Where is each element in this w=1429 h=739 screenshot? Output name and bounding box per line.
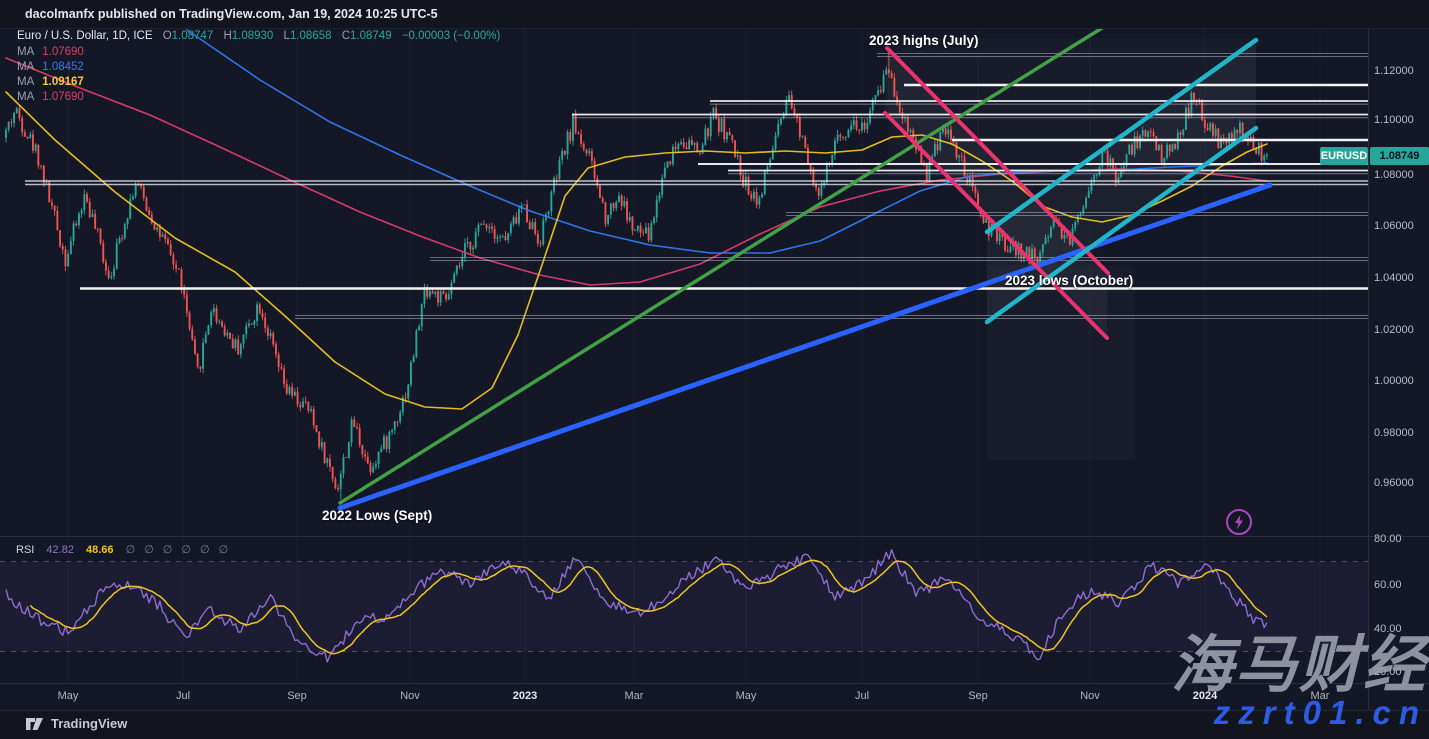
rsi-legend[interactable]: RSI 42.82 48.66 ∅ ∅ ∅ ∅ ∅ ∅: [16, 543, 228, 556]
ma-row-1[interactable]: MA 1.08452: [17, 60, 500, 75]
price-axis-label[interactable]: 1.10000: [1374, 114, 1414, 126]
footer-strip: [0, 710, 1429, 739]
lightning-icon: [1226, 509, 1252, 535]
time-axis-label[interactable]: 2023: [512, 690, 538, 702]
time-axis-label[interactable]: Sep: [968, 690, 988, 702]
annotation-text-0: 2023 highs (July): [869, 33, 979, 48]
rsi-axis-label[interactable]: 20.00: [1374, 666, 1402, 678]
symbol-badge-text: EURUSD: [1320, 150, 1368, 162]
price-axis-label[interactable]: 1.06000: [1374, 220, 1414, 232]
annotation-text-1: 2023 lows (October): [1005, 273, 1134, 288]
price-axis-label[interactable]: 0.96000: [1374, 477, 1414, 489]
ma-row-3[interactable]: MA 1.07690: [17, 90, 500, 105]
close-value: 1.08749: [350, 30, 392, 42]
trendline-blue-major-support: [337, 182, 1273, 511]
ma-row-value: 1.08452: [42, 61, 84, 73]
price-axis-label[interactable]: 1.08000: [1374, 169, 1414, 181]
tradingview-brand-text: TradingView: [51, 715, 128, 731]
rsi-axis-label[interactable]: 40.00: [1374, 623, 1402, 635]
trendline-cyan-channel-lower: [984, 125, 1259, 325]
rsi-axis-label[interactable]: 60.00: [1374, 579, 1402, 591]
annotation-text-2: 2022 Lows (Sept): [322, 508, 433, 523]
rsi-value: 42.82: [46, 544, 74, 556]
ma-row-value: 1.07690: [42, 91, 84, 103]
time-axis-label[interactable]: Nov: [1080, 690, 1100, 702]
time-axis-label[interactable]: May: [57, 690, 79, 702]
published-banner: dacolmanfx published on TradingView.com,…: [0, 0, 1429, 28]
time-axis-label[interactable]: Sep: [287, 690, 307, 702]
low-value: 1.08658: [289, 30, 332, 42]
price-axis-label[interactable]: 1.00000: [1374, 375, 1414, 387]
ma-row-0[interactable]: MA 1.07690: [17, 45, 500, 60]
time-axis-label[interactable]: Jul: [175, 690, 191, 702]
rsi-empty-symbol: ∅: [125, 544, 136, 556]
price-axis-label[interactable]: 1.12000: [1374, 65, 1414, 77]
trendline-green-long-term-support: [338, 16, 1120, 505]
ma-row-2[interactable]: MA 1.09167: [17, 75, 500, 90]
high-label: H: [223, 30, 232, 42]
price-axis-label[interactable]: 1.04000: [1374, 272, 1414, 284]
ma-row-value: 1.07690: [42, 46, 84, 58]
channel-fill: [885, 48, 1108, 338]
flash-ideas-button[interactable]: [1225, 508, 1253, 536]
rsi-empty-symbol: ∅: [162, 544, 173, 556]
symbol-axis-badge: EURUSD: [1320, 147, 1368, 165]
time-axis-label[interactable]: Nov: [400, 690, 420, 702]
low-label: L: [283, 30, 290, 42]
tradingview-logo-icon: [26, 717, 43, 730]
symbol-row[interactable]: Euro / U.S. Dollar, 1D, ICE O1.08747 H1.…: [17, 30, 500, 42]
ma-row-label: MA: [17, 91, 35, 103]
price-axis-label[interactable]: 1.02000: [1374, 324, 1414, 336]
ma-row-value: 1.09167: [42, 76, 84, 88]
published-text: dacolmanfx published on TradingView.com,…: [25, 7, 438, 21]
rsi-empty-values: ∅ ∅ ∅ ∅ ∅ ∅: [117, 544, 229, 556]
last-price-badge: 1.08749: [1370, 147, 1429, 165]
open-value: 1.08747: [171, 30, 214, 42]
rsi-empty-symbol: ∅: [181, 544, 191, 556]
open-label: O: [162, 30, 172, 42]
symbol-title[interactable]: Euro / U.S. Dollar, 1D, ICE: [17, 30, 153, 42]
ma-row-label: MA: [17, 61, 35, 73]
time-axis-label[interactable]: 2024: [1192, 690, 1218, 702]
rsi-axis-label[interactable]: 80.00: [1374, 533, 1402, 545]
close-label: C: [341, 30, 351, 42]
last-price-text: 1.08749: [1379, 150, 1420, 162]
time-axis-label[interactable]: May: [735, 690, 757, 702]
rsi-empty-symbol: ∅: [199, 544, 210, 556]
ma-line-yellow: [5, 91, 1268, 410]
rsi-label: RSI: [16, 544, 35, 556]
ma-row-label: MA: [17, 46, 35, 58]
rsi-empty-symbol: ∅: [144, 544, 154, 556]
time-axis-label[interactable]: Mar: [1310, 690, 1330, 702]
chart-legend: Euro / U.S. Dollar, 1D, ICE O1.08747 H1.…: [17, 30, 500, 105]
rsi-ma-line: [29, 559, 1268, 655]
high-value: 1.08930: [231, 30, 274, 42]
ma-legend-rows: MA 1.07690 MA 1.08452 MA 1.09167 MA 1.07690: [17, 45, 500, 105]
rsi-empty-symbol: ∅: [218, 544, 229, 556]
time-axis-label[interactable]: Mar: [624, 690, 644, 702]
ma-row-label: MA: [17, 76, 35, 88]
price-axis-label[interactable]: 0.98000: [1374, 427, 1414, 439]
trendline-cyan-channel-upper: [984, 37, 1259, 235]
trendline-pink-channel-upper: [885, 46, 1110, 275]
time-axis-label[interactable]: Jul: [854, 690, 870, 702]
rsi-band: [0, 561, 1368, 652]
change-value: −0.00003 (−0.00%): [401, 30, 501, 42]
rsi-ma-value: 48.66: [86, 544, 114, 556]
footer-brand[interactable]: TradingView: [25, 713, 127, 733]
